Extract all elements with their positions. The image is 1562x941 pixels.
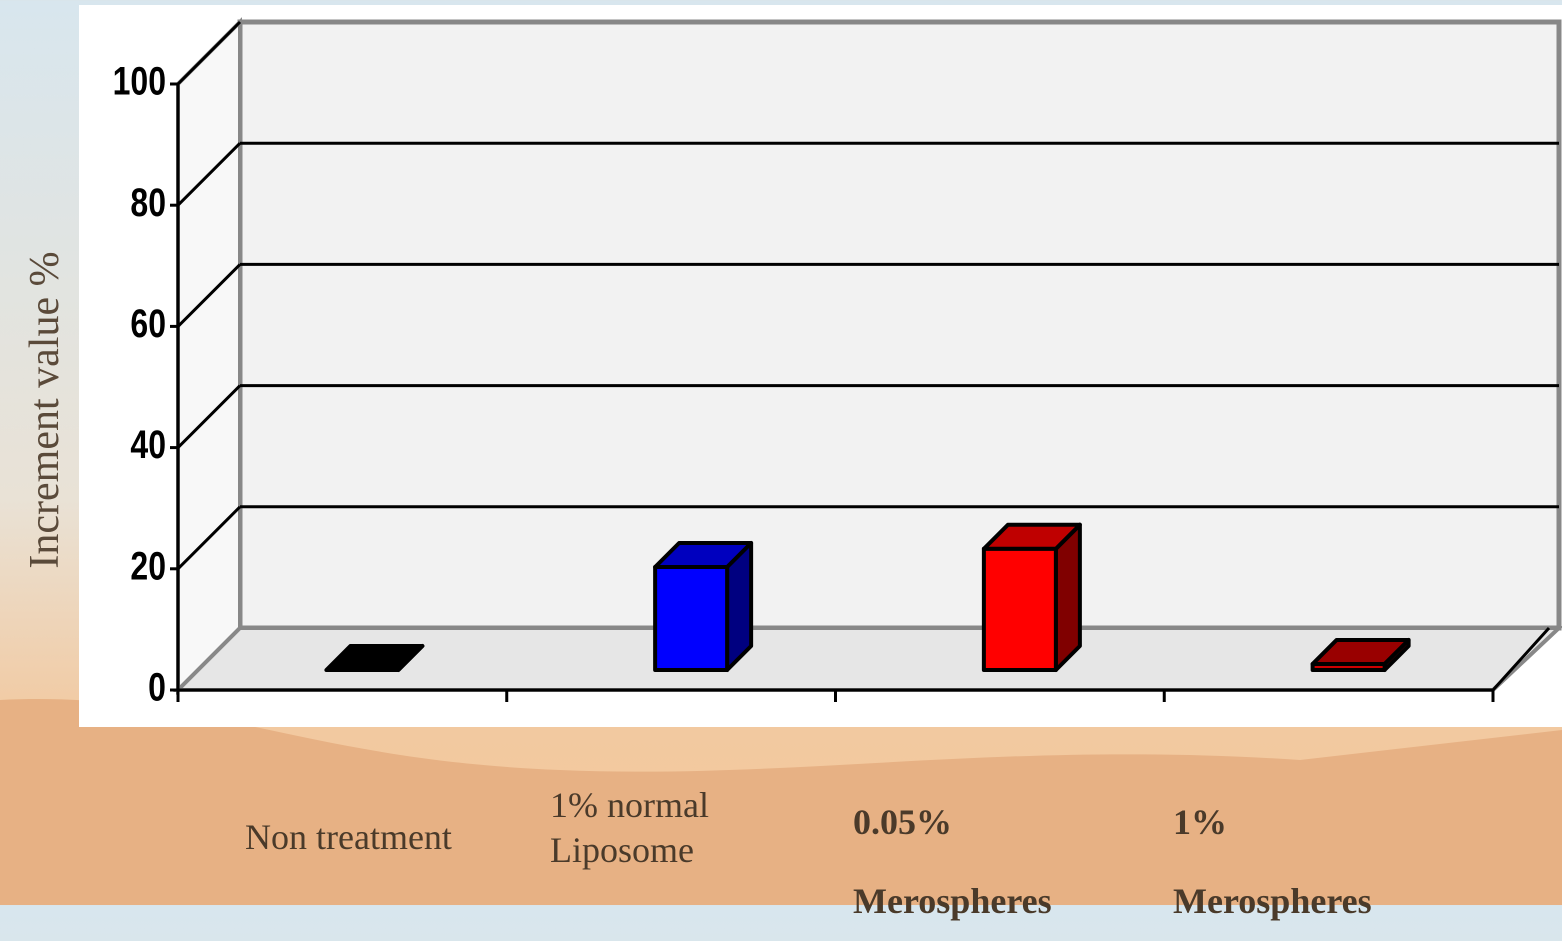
x-tick-label: 1% Merospheres	[1173, 802, 1372, 922]
x-tick-label: Non treatment	[245, 817, 452, 857]
x-tick-label: 0.05% Merospheres	[853, 802, 1052, 922]
bar-top	[981, 522, 1082, 551]
grid-line	[176, 20, 242, 86]
x-axis-end	[1491, 626, 1551, 692]
bar	[981, 546, 1058, 672]
back-wall	[237, 19, 1562, 631]
side-wall	[176, 17, 242, 695]
y-tick-label: 20	[130, 543, 166, 588]
bar	[653, 564, 730, 672]
bar-top	[1310, 637, 1411, 666]
y-tick-label: 40	[130, 422, 166, 467]
y-tick-label: 60	[130, 301, 166, 346]
page: Increment value % 0 20 40 60 80 100 Non treat…	[0, 0, 1562, 921]
y-tick-label: 0	[148, 664, 166, 709]
grid-line	[176, 142, 242, 207]
bar-top	[653, 540, 754, 569]
y-tick-label: 100	[113, 58, 166, 103]
y-axis-label: Increment value %	[22, 251, 68, 568]
grid-line	[176, 384, 242, 449]
background-hills	[0, 699, 1562, 905]
bar-top	[324, 644, 425, 672]
grid-line	[176, 263, 242, 328]
x-tick-label: 1% normal Liposome	[550, 785, 709, 870]
y-tick-label: 80	[130, 179, 166, 224]
grid-line	[176, 505, 242, 570]
chart: Increment value % 0 20 40 60 80 100	[0, 17, 1562, 905]
